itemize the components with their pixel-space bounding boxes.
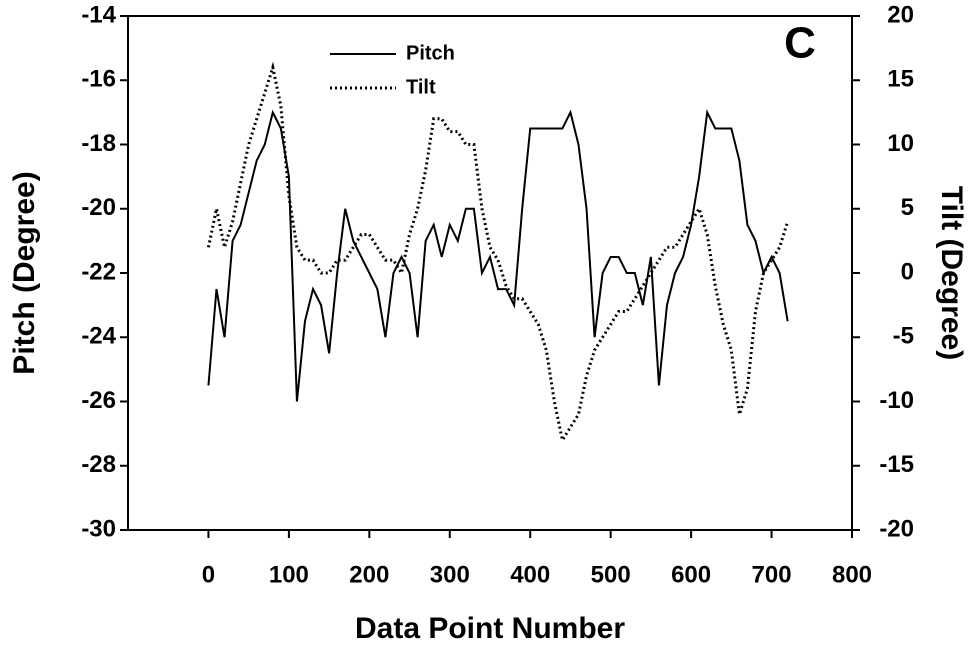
y2-tick-label: 20 [887, 1, 914, 28]
y2-tick-label: -10 [879, 387, 914, 414]
series-line [207, 108, 789, 402]
x-tick-label: 700 [752, 561, 792, 588]
y-tick-label: -18 [81, 130, 116, 157]
y2-tick-label: -5 [893, 323, 914, 350]
plot-frame [127, 15, 853, 531]
y2-tick-label: -15 [879, 451, 914, 478]
y2-tick-label: 0 [901, 258, 914, 285]
x-tick-label: 200 [349, 561, 389, 588]
x-tick-label: 100 [269, 561, 309, 588]
y-tick-label: -16 [81, 66, 116, 93]
x-tick-label: 800 [832, 561, 872, 588]
y-tick-label: -14 [81, 1, 116, 28]
x-axis-title: Data Point Number [355, 612, 625, 645]
y2-axis-title: Tilt (Degree) [935, 186, 968, 360]
y2-tick-label: -20 [879, 515, 914, 542]
annotation: C [784, 19, 816, 68]
y-tick-label: -28 [81, 451, 116, 478]
x-tick-label: 300 [430, 561, 470, 588]
y-axis-title: Pitch (Degree) [8, 171, 41, 374]
y-tick-label: -30 [81, 515, 116, 542]
y-tick-label: -22 [81, 258, 116, 285]
legend-label: Tilt [406, 76, 436, 98]
x-tick-label: 400 [510, 561, 550, 588]
y2-tick-label: 5 [901, 194, 914, 221]
legend-label: Pitch [406, 42, 455, 64]
y2-tick-label: 10 [887, 130, 914, 157]
x-tick-label: 600 [671, 561, 711, 588]
x-tick-label: 500 [591, 561, 631, 588]
y-tick-label: -24 [81, 323, 116, 350]
x-tick-label: 0 [202, 561, 215, 588]
y-tick-label: -20 [81, 194, 116, 221]
y-tick-label: -26 [81, 387, 116, 414]
y2-tick-label: 15 [887, 66, 914, 93]
